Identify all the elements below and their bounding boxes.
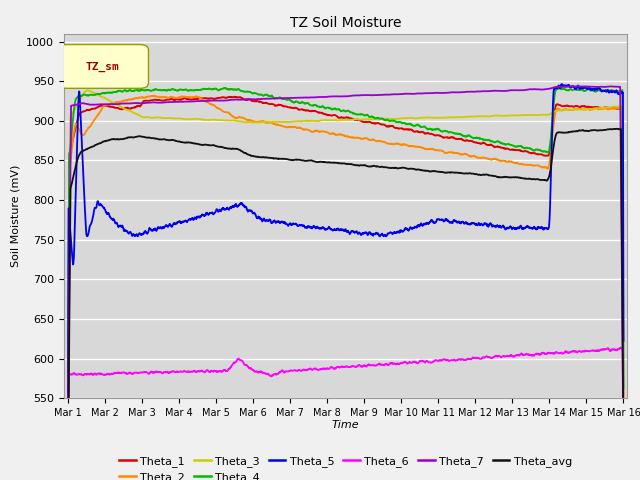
Theta_3 [604, 105, 611, 110]
Theta_1 [230, 94, 238, 99]
Theta_4 [604, 88, 611, 94]
Theta_1 [502, 146, 509, 152]
FancyBboxPatch shape [58, 45, 148, 88]
Theta_1 [620, 408, 627, 414]
Theta_7 [334, 94, 342, 99]
Theta_5 [558, 81, 566, 87]
Theta_4 [220, 85, 228, 91]
Theta_1 [92, 105, 100, 110]
Theta_4 [92, 91, 100, 97]
Theta_2 [92, 115, 100, 120]
Line: Theta_2: Theta_2 [68, 96, 623, 480]
Line: Theta_6: Theta_6 [68, 348, 623, 480]
Line: Theta_avg: Theta_avg [68, 129, 623, 480]
Theta_6 [92, 372, 100, 377]
Theta_1 [319, 111, 327, 117]
Theta_5 [92, 205, 100, 211]
Theta_2 [150, 93, 157, 98]
Theta_5 [604, 87, 611, 93]
Theta_avg [92, 142, 100, 148]
Theta_3 [620, 432, 627, 437]
Theta_2 [604, 107, 611, 112]
Theta_7 [502, 88, 509, 94]
Theta_3 [334, 118, 342, 123]
Theta_7 [620, 443, 627, 449]
Theta_avg [612, 126, 620, 132]
Theta_3 [604, 105, 611, 110]
Y-axis label: Soil Moisture (mV): Soil Moisture (mV) [11, 165, 20, 267]
Theta_2 [604, 106, 611, 112]
Theta_5 [502, 227, 509, 232]
Theta_1 [604, 105, 611, 110]
Theta_2 [502, 158, 509, 164]
Theta_6 [616, 345, 624, 350]
Theta_6 [604, 346, 611, 351]
Title: TZ Soil Moisture: TZ Soil Moisture [290, 16, 401, 30]
Theta_avg [319, 159, 327, 165]
Theta_5 [334, 226, 342, 231]
Theta_3 [64, 474, 72, 480]
Theta_6 [319, 366, 327, 372]
Theta_6 [604, 346, 611, 351]
Theta_1 [604, 105, 611, 111]
Theta_3 [84, 87, 92, 93]
Theta_3 [502, 113, 509, 119]
Theta_7 [604, 84, 611, 89]
Theta_2 [319, 129, 327, 134]
Line: Theta_4: Theta_4 [68, 88, 623, 480]
Theta_avg [604, 127, 611, 132]
Legend: Theta_1, Theta_2, Theta_3, Theta_4, Theta_5, Theta_6, Theta_7, Theta_avg: Theta_1, Theta_2, Theta_3, Theta_4, Thet… [115, 451, 577, 480]
Line: Theta_3: Theta_3 [68, 90, 623, 477]
Theta_avg [604, 127, 611, 132]
Theta_5 [319, 224, 327, 230]
Line: Theta_5: Theta_5 [68, 84, 623, 480]
Theta_avg [620, 444, 627, 449]
Theta_avg [502, 174, 509, 180]
Theta_avg [334, 160, 342, 166]
Theta_2 [620, 445, 627, 451]
Theta_3 [319, 117, 327, 123]
Theta_1 [334, 115, 342, 120]
X-axis label: Time: Time [332, 420, 360, 430]
Theta_2 [334, 132, 342, 137]
Theta_3 [93, 91, 100, 97]
Line: Theta_1: Theta_1 [68, 96, 623, 480]
Theta_4 [604, 88, 611, 94]
Theta_5 [620, 338, 627, 344]
Theta_6 [334, 364, 342, 370]
Line: Theta_7: Theta_7 [68, 86, 623, 456]
Theta_6 [502, 353, 509, 359]
Theta_5 [604, 87, 611, 93]
Theta_7 [319, 94, 327, 100]
Theta_7 [92, 102, 100, 108]
Theta_7 [573, 84, 581, 89]
Theta_4 [620, 385, 627, 391]
Theta_4 [502, 142, 509, 148]
Theta_4 [319, 104, 327, 110]
Theta_4 [334, 106, 342, 112]
Text: TZ_sm: TZ_sm [85, 61, 119, 72]
Theta_7 [64, 453, 72, 459]
Theta_7 [604, 84, 611, 90]
